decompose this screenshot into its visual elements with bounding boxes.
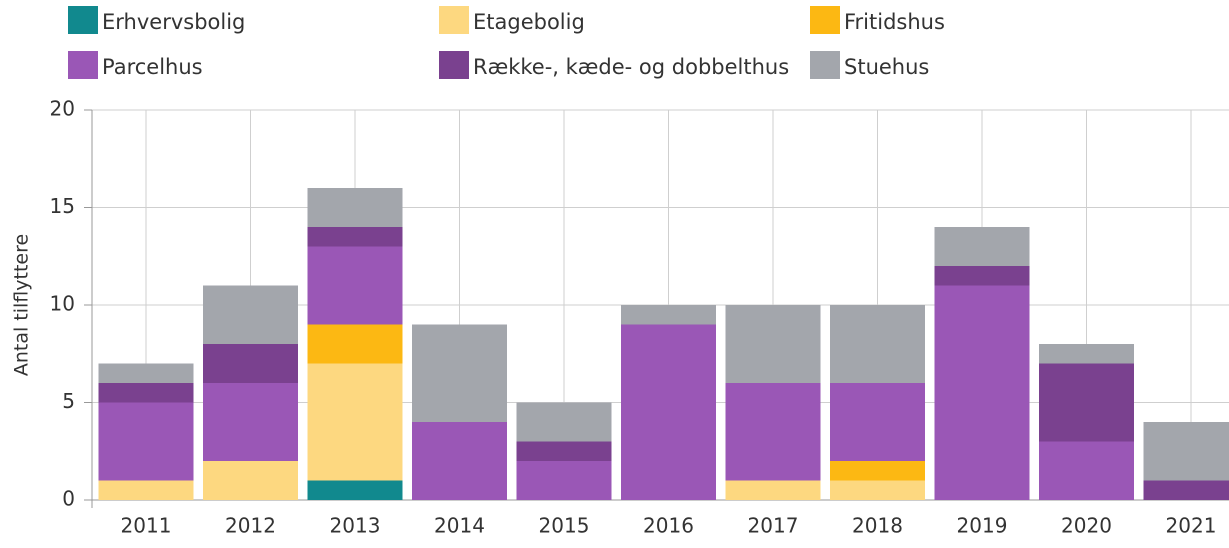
x-tick-label: 2019	[957, 514, 1008, 538]
bar-segment	[99, 383, 194, 403]
x-tick-label: 2016	[643, 514, 694, 538]
bar-segment	[621, 305, 716, 325]
bar-segment	[203, 383, 298, 461]
legend-label: Fritidshus	[844, 10, 945, 34]
bar-segment	[517, 442, 612, 462]
y-tick-label: 10	[50, 292, 75, 316]
x-tick-label: 2017	[748, 514, 799, 538]
bar-segment	[935, 227, 1030, 266]
x-tick-label: 2021	[1166, 514, 1217, 538]
legend-label: Erhvervsbolig	[102, 10, 245, 34]
bar-segment	[726, 383, 821, 481]
bar-segment	[203, 461, 298, 500]
bar-segment	[308, 364, 403, 481]
bar-segment	[412, 325, 507, 423]
bar-segment	[935, 286, 1030, 501]
bar-segment	[830, 383, 925, 461]
bar-segment	[99, 481, 194, 501]
bar-segment	[1144, 481, 1229, 501]
bar-segment	[517, 403, 612, 442]
bar-segment	[308, 247, 403, 325]
bar-segment	[1039, 344, 1134, 364]
bar-segment	[308, 188, 403, 227]
bar-segment	[308, 481, 403, 501]
bar-segment	[308, 325, 403, 364]
x-tick-label: 2020	[1061, 514, 1112, 538]
y-tick-label: 15	[50, 194, 75, 218]
bar-segment	[935, 266, 1030, 286]
bar-segment	[1144, 422, 1229, 481]
x-tick-label: 2014	[434, 514, 485, 538]
y-tick-label: 20	[50, 97, 75, 121]
x-tick-label: 2013	[330, 514, 381, 538]
bar-segment	[726, 305, 821, 383]
bar-segment	[830, 481, 925, 501]
legend-label: Stuehus	[844, 55, 929, 79]
legend-swatch	[810, 51, 840, 79]
bar-segment	[830, 305, 925, 383]
legend-label: Etagebolig	[473, 10, 585, 34]
legend-label: Række-, kæde- og dobbelthus	[473, 55, 789, 79]
bar-segment	[517, 461, 612, 500]
bar-segment	[308, 227, 403, 247]
x-tick-label: 2015	[539, 514, 590, 538]
bar-segment	[203, 344, 298, 383]
legend-swatch	[68, 6, 98, 34]
x-tick-label: 2012	[225, 514, 276, 538]
x-tick-label: 2018	[852, 514, 903, 538]
legend-label: Parcelhus	[102, 55, 203, 79]
bar-segment	[1039, 442, 1134, 501]
x-tick-label: 2011	[121, 514, 172, 538]
bar-segment	[621, 325, 716, 501]
legend-swatch	[439, 6, 469, 34]
bar-segment	[99, 403, 194, 481]
legend-swatch	[439, 51, 469, 79]
legend-swatch	[68, 51, 98, 79]
bar-segment	[830, 461, 925, 481]
bar-segment	[412, 422, 507, 500]
legend-swatch	[810, 6, 840, 34]
y-tick-label: 5	[62, 389, 75, 413]
bar-segment	[1039, 364, 1134, 442]
bar-segment	[99, 364, 194, 384]
y-axis-label: Antal tilflyttere	[11, 234, 33, 376]
bar-segment	[726, 481, 821, 501]
y-tick-label: 0	[62, 487, 75, 511]
bar-segment	[203, 286, 298, 345]
